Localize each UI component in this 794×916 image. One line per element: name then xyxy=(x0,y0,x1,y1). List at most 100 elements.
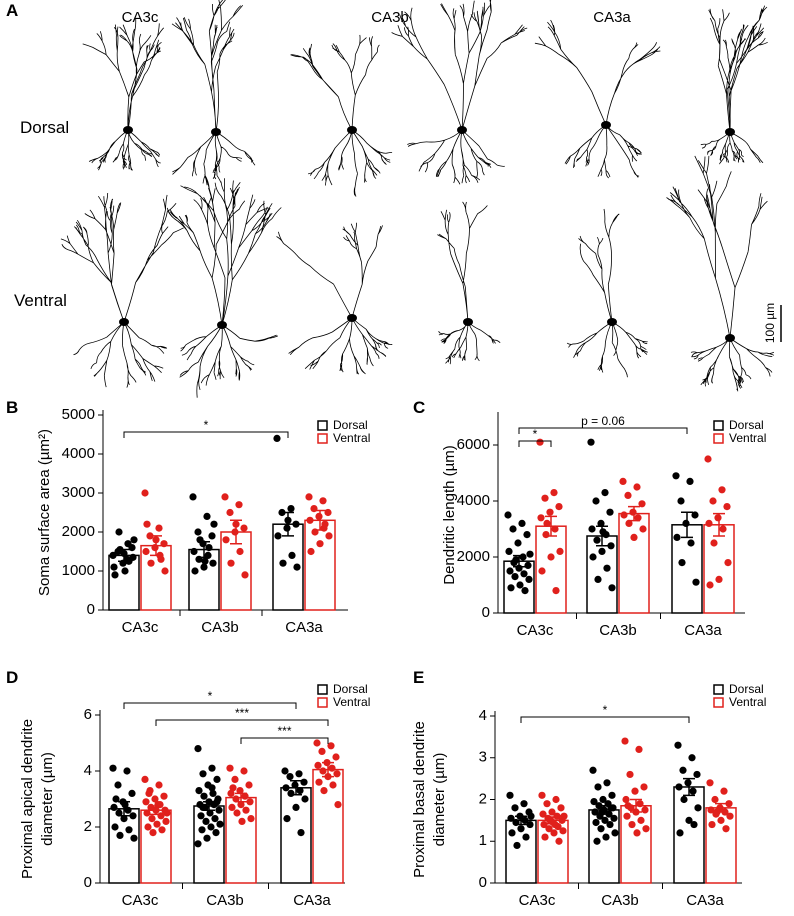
data-point xyxy=(226,764,234,772)
data-point xyxy=(213,775,221,784)
data-point xyxy=(237,801,245,809)
data-point xyxy=(673,533,681,542)
data-point xyxy=(201,557,209,565)
data-point xyxy=(608,584,616,592)
data-point xyxy=(274,532,282,540)
data-point xyxy=(545,825,553,833)
data-point xyxy=(311,528,319,536)
data-point xyxy=(559,827,567,835)
data-point xyxy=(641,806,649,814)
data-point xyxy=(231,528,239,536)
data-point xyxy=(190,547,198,556)
data-point xyxy=(211,815,219,823)
panel-letter: B xyxy=(6,398,18,417)
data-point xyxy=(324,773,332,781)
data-point xyxy=(157,555,165,563)
data-point xyxy=(507,584,515,592)
data-point xyxy=(518,519,526,528)
legend-swatch xyxy=(713,684,724,695)
y-tick-label: 0 xyxy=(479,874,487,891)
data-point xyxy=(721,808,729,816)
data-point xyxy=(205,544,213,552)
y-tick-label: 2 xyxy=(479,790,487,807)
significance-label: *** xyxy=(235,706,249,720)
data-point xyxy=(321,520,329,528)
data-point xyxy=(548,808,556,816)
data-point xyxy=(505,547,513,556)
y-tick-label: 4 xyxy=(479,707,487,724)
data-point xyxy=(692,578,700,586)
significance-bracket xyxy=(518,440,552,447)
data-point xyxy=(546,816,554,824)
data-point xyxy=(144,823,152,831)
data-point xyxy=(560,812,568,820)
data-point xyxy=(291,781,299,789)
legend-swatch xyxy=(317,433,328,444)
data-point xyxy=(111,823,119,831)
data-point xyxy=(598,547,606,556)
data-point xyxy=(635,745,643,754)
x-tick-label: CA3a xyxy=(686,892,724,909)
data-point xyxy=(725,800,733,808)
data-point xyxy=(717,816,725,824)
data-point xyxy=(202,817,210,826)
data-point xyxy=(124,540,132,548)
data-point xyxy=(130,834,138,842)
data-point xyxy=(297,829,305,837)
data-point xyxy=(541,833,549,841)
y-axis-label: Soma surface area (µm²) xyxy=(36,429,53,596)
y-tick-label: 1000 xyxy=(62,562,95,579)
data-point xyxy=(146,532,154,540)
data-point xyxy=(130,536,138,544)
data-point xyxy=(715,575,723,584)
data-point xyxy=(194,528,202,536)
data-point xyxy=(622,795,630,804)
data-point xyxy=(633,829,641,837)
data-point xyxy=(163,809,171,817)
data-point xyxy=(238,817,246,826)
data-point xyxy=(633,483,641,491)
data-point xyxy=(719,525,727,533)
data-point xyxy=(595,802,603,810)
x-tick-label: CA3a xyxy=(285,619,323,636)
data-point xyxy=(603,779,611,787)
data-point xyxy=(288,551,296,560)
data-point xyxy=(603,564,611,572)
data-point xyxy=(631,787,639,795)
data-point xyxy=(538,791,546,799)
data-point xyxy=(318,747,326,756)
data-point xyxy=(522,833,530,841)
data-point xyxy=(121,567,129,575)
x-tick-label: CA3a xyxy=(684,622,722,639)
data-point xyxy=(152,536,160,544)
data-point xyxy=(315,778,323,786)
data-point xyxy=(236,547,244,556)
data-point xyxy=(589,766,597,774)
data-point xyxy=(320,787,328,795)
x-tick-label: CA3c xyxy=(517,622,554,639)
significance-bracket xyxy=(123,431,289,438)
data-point xyxy=(555,837,563,845)
data-point xyxy=(621,737,629,745)
data-point xyxy=(610,814,618,822)
data-point xyxy=(209,559,217,567)
data-point xyxy=(281,767,289,775)
data-point xyxy=(283,524,291,532)
data-point xyxy=(605,810,613,818)
y-tick-label: 2000 xyxy=(457,548,490,565)
data-point xyxy=(682,519,690,528)
data-point xyxy=(508,829,516,837)
data-point xyxy=(706,581,714,589)
data-point xyxy=(593,837,601,845)
y-tick-label: 3000 xyxy=(62,484,95,501)
data-point xyxy=(707,806,715,814)
data-point xyxy=(157,812,165,820)
data-point xyxy=(310,505,318,513)
data-point xyxy=(687,539,695,547)
data-point xyxy=(210,520,218,528)
data-point xyxy=(541,494,549,502)
y-tick-label: 1 xyxy=(479,832,487,849)
data-point xyxy=(640,783,648,791)
row-label: Ventral xyxy=(14,291,67,310)
